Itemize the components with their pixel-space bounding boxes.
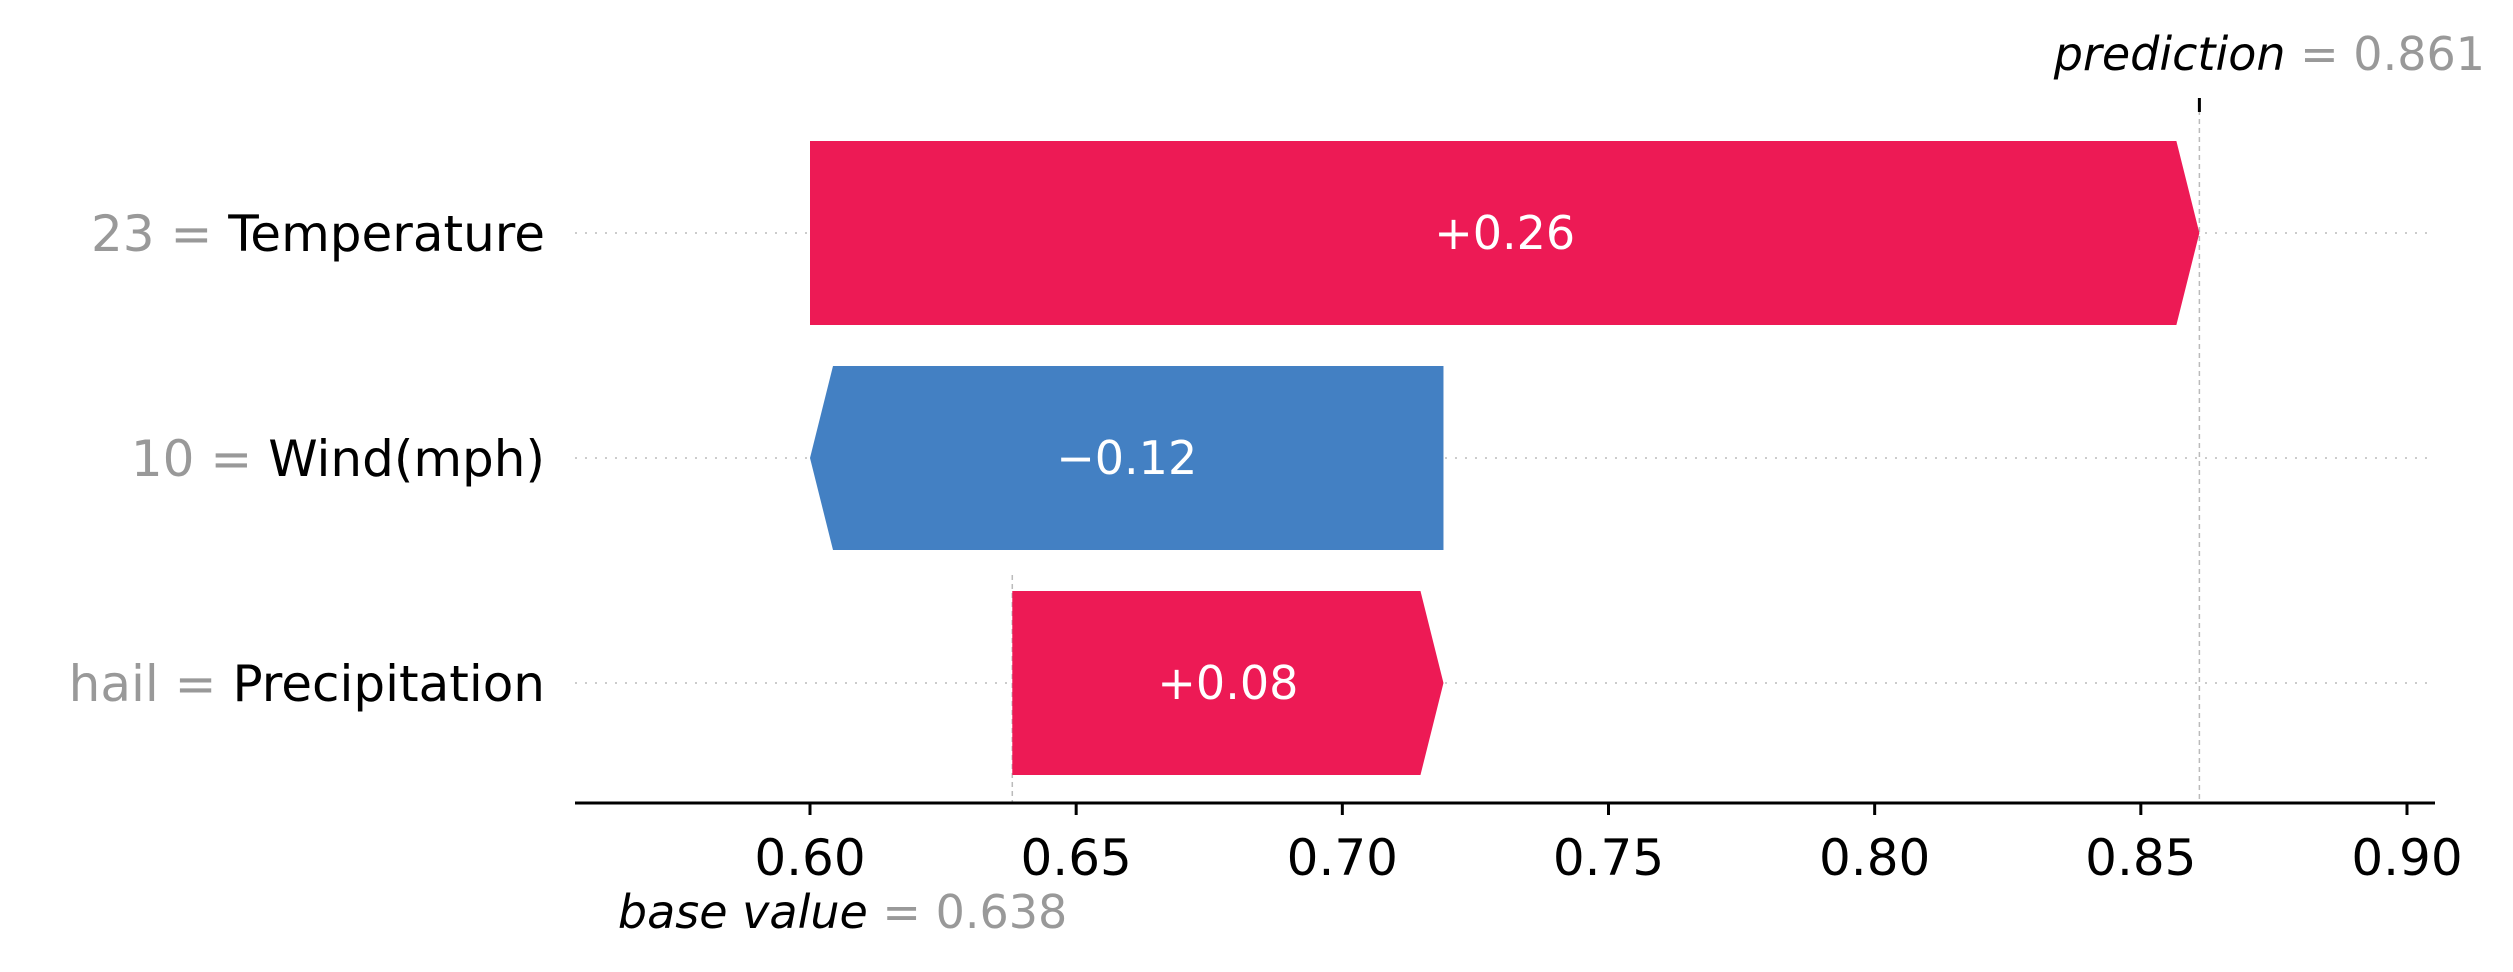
x-tick-label: 0.60 xyxy=(754,829,865,887)
x-tick-label: 0.90 xyxy=(2351,829,2462,887)
x-tick-label: 0.65 xyxy=(1021,829,1132,887)
bar-wind-mph- xyxy=(810,366,1444,550)
x-tick-label: 0.85 xyxy=(2085,829,2196,887)
feature-name: Temperature xyxy=(227,205,545,263)
feature-label: hail = Precipitation xyxy=(69,655,545,713)
x-tick-label: 0.75 xyxy=(1553,829,1664,887)
base-value-label: base value xyxy=(618,885,883,939)
x-tick-label: 0.70 xyxy=(1287,829,1398,887)
bar-value-label: +0.08 xyxy=(1157,656,1298,710)
bar-value-label: −0.12 xyxy=(1056,431,1197,485)
feature-name: Wind(mph) xyxy=(268,430,545,488)
feature-value: 10 = xyxy=(131,430,268,488)
feature-name: Precipitation xyxy=(232,655,545,713)
feature-value: 23 = xyxy=(91,205,228,263)
base-value-annotation: base value = 0.638 xyxy=(618,885,1067,939)
feature-value: hail = xyxy=(69,655,233,713)
bar-temperature xyxy=(810,141,2200,325)
base-value-number: = 0.638 xyxy=(882,885,1067,939)
prediction-number: = 0.861 xyxy=(2300,27,2485,81)
bar-value-label: +0.26 xyxy=(1434,206,1575,260)
feature-label: 10 = Wind(mph) xyxy=(131,430,545,488)
bar-precipitation xyxy=(1012,591,1444,775)
prediction-label: prediction xyxy=(2053,27,2300,81)
prediction-annotation: prediction = 0.861 xyxy=(2053,27,2485,81)
feature-label: 23 = Temperature xyxy=(91,205,545,263)
x-tick-label: 0.80 xyxy=(1819,829,1930,887)
